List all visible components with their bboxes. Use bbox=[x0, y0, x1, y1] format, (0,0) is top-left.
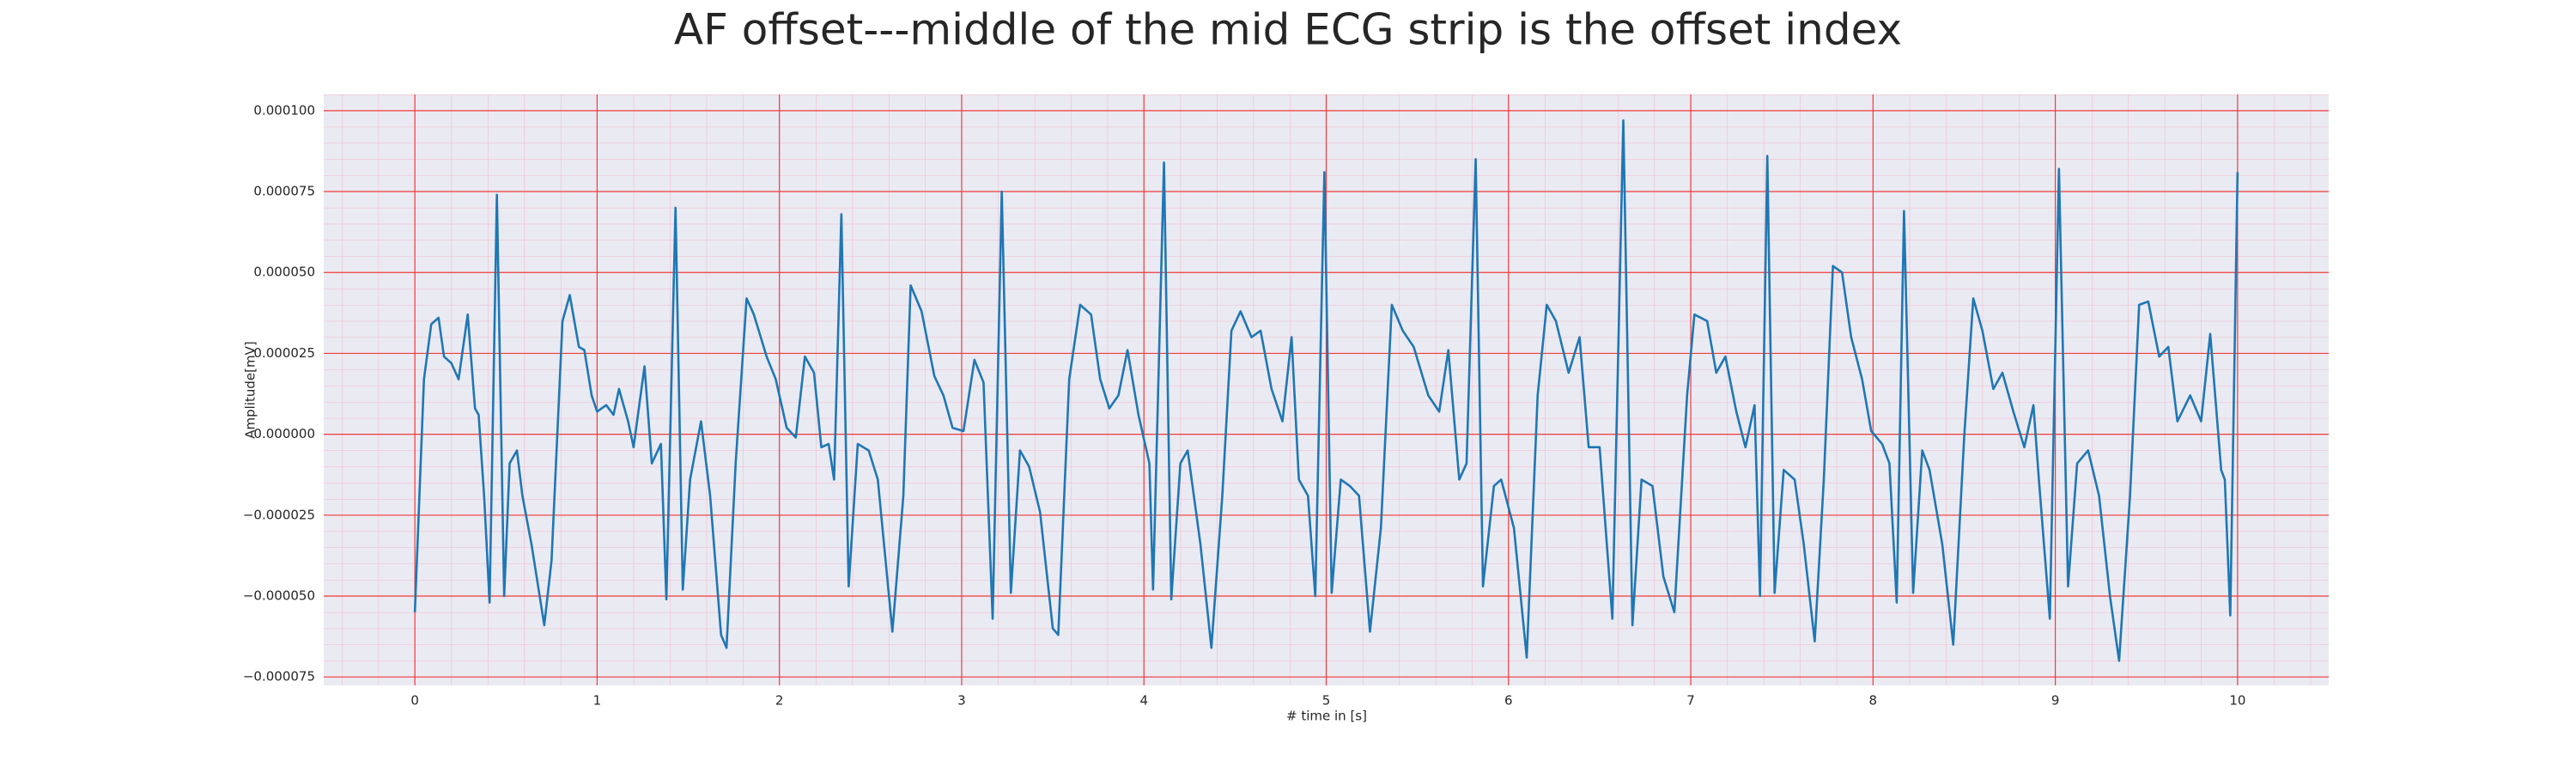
y-tick-label: −0.000075 bbox=[243, 669, 315, 685]
ecg-line bbox=[413, 119, 2239, 662]
y-axis-label: Amplitude[mV] bbox=[243, 341, 258, 438]
x-tick-label: 2 bbox=[775, 693, 784, 709]
y-tick-label: −0.000050 bbox=[243, 588, 315, 604]
y-tick-label: −0.000025 bbox=[243, 507, 315, 522]
x-tick-label: 3 bbox=[957, 693, 966, 709]
x-tick-label: 0 bbox=[410, 693, 419, 709]
chart-title: AF offset---middle of the mid ECG strip … bbox=[674, 5, 1902, 55]
x-tick-label: 7 bbox=[1686, 693, 1695, 709]
x-tick-label: 5 bbox=[1322, 693, 1331, 709]
y-tick-label: 0.000100 bbox=[253, 102, 315, 118]
x-tick-label: 9 bbox=[2051, 693, 2060, 709]
x-tick-label: 6 bbox=[1504, 693, 1513, 709]
x-tick-label: 4 bbox=[1139, 693, 1148, 709]
x-tick-label: 10 bbox=[2229, 693, 2245, 709]
y-tick-label: 0.000025 bbox=[253, 345, 315, 361]
x-tick-label: 8 bbox=[1869, 693, 1878, 709]
x-axis-label: # time in [s] bbox=[1286, 709, 1367, 724]
y-tick-label: 0.000000 bbox=[253, 426, 315, 441]
y-tick-label: 0.000050 bbox=[253, 265, 315, 280]
y-tick-label: 0.000075 bbox=[253, 184, 315, 199]
x-tick-label: 1 bbox=[593, 693, 602, 709]
